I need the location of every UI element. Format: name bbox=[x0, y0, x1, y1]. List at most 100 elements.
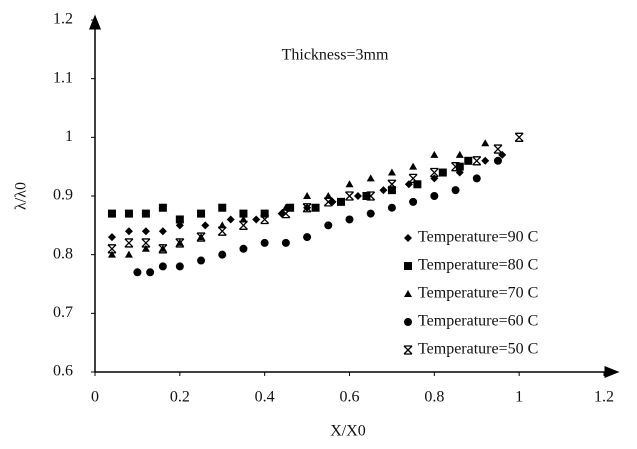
point bbox=[328, 197, 337, 206]
point bbox=[197, 256, 206, 265]
legend-marker bbox=[403, 345, 413, 355]
point bbox=[438, 168, 447, 177]
point bbox=[124, 250, 133, 258]
y-tick-label: 1.1 bbox=[53, 69, 73, 86]
point bbox=[379, 186, 388, 195]
point bbox=[107, 250, 116, 258]
point bbox=[362, 192, 371, 200]
point bbox=[303, 233, 312, 242]
point bbox=[430, 192, 439, 200]
point bbox=[175, 238, 185, 248]
point bbox=[281, 208, 291, 219]
point bbox=[107, 244, 117, 254]
point bbox=[387, 168, 396, 176]
point bbox=[158, 203, 167, 212]
point bbox=[260, 214, 270, 225]
point bbox=[218, 250, 227, 259]
point bbox=[107, 233, 116, 242]
point bbox=[217, 226, 227, 236]
x-tick-label: 0.4 bbox=[255, 389, 275, 406]
point bbox=[413, 180, 422, 189]
point bbox=[281, 238, 290, 247]
point bbox=[196, 232, 206, 242]
point bbox=[158, 227, 167, 236]
chart-title: Thickness=3mm bbox=[282, 47, 389, 64]
point bbox=[303, 192, 312, 199]
point bbox=[451, 162, 461, 172]
point bbox=[409, 197, 418, 206]
y-axis-label: λ/λ0 bbox=[13, 182, 30, 210]
point bbox=[481, 156, 490, 165]
y-tick-label: 0.6 bbox=[53, 363, 73, 380]
point bbox=[387, 203, 396, 212]
y-tick-label: 0.7 bbox=[53, 304, 73, 321]
legend-label: Temperature=60 C bbox=[418, 313, 538, 330]
y-tick-label: 0.8 bbox=[53, 245, 73, 262]
point bbox=[387, 186, 396, 195]
point bbox=[141, 244, 150, 252]
point bbox=[481, 139, 490, 147]
point bbox=[353, 192, 362, 200]
x-tick-label: 0 bbox=[91, 389, 99, 406]
point bbox=[239, 209, 248, 218]
point bbox=[337, 197, 346, 206]
point bbox=[124, 209, 133, 218]
point bbox=[124, 238, 134, 248]
point bbox=[158, 244, 168, 254]
x-tick-label: 1.2 bbox=[594, 389, 614, 406]
point bbox=[472, 156, 482, 166]
point bbox=[366, 209, 375, 218]
point bbox=[252, 215, 261, 224]
legend-marker bbox=[404, 290, 412, 297]
point bbox=[286, 203, 295, 212]
legend-marker bbox=[404, 234, 412, 242]
legend-marker bbox=[404, 318, 412, 326]
point bbox=[366, 191, 376, 201]
point bbox=[366, 174, 375, 182]
point bbox=[146, 268, 155, 277]
point bbox=[455, 162, 464, 171]
point bbox=[238, 220, 248, 230]
point bbox=[141, 209, 150, 218]
point bbox=[141, 227, 150, 236]
point bbox=[455, 150, 464, 158]
x-axis-label: X/X0 bbox=[330, 423, 366, 440]
point bbox=[226, 215, 235, 224]
point bbox=[175, 262, 184, 271]
point bbox=[472, 174, 481, 183]
point bbox=[387, 179, 397, 189]
y-tick-label: 1.2 bbox=[53, 11, 73, 28]
legend-label: Temperature=90 C bbox=[418, 229, 538, 246]
legend-label: Temperature=70 C bbox=[418, 285, 538, 302]
point bbox=[277, 209, 286, 218]
y-tick-label: 1 bbox=[65, 128, 73, 145]
point bbox=[260, 238, 269, 247]
point bbox=[239, 244, 248, 253]
point bbox=[107, 209, 116, 218]
point bbox=[141, 238, 151, 248]
point bbox=[324, 221, 333, 230]
point bbox=[345, 191, 354, 201]
point bbox=[429, 167, 439, 178]
y-tick-label: 0.9 bbox=[53, 187, 73, 204]
point bbox=[218, 203, 227, 212]
point bbox=[201, 221, 210, 230]
legend-label: Temperature=50 C bbox=[418, 341, 538, 358]
point bbox=[404, 180, 413, 189]
point bbox=[493, 144, 503, 154]
point bbox=[514, 132, 524, 142]
point bbox=[409, 162, 418, 170]
point bbox=[345, 180, 354, 188]
point bbox=[464, 156, 473, 165]
point bbox=[175, 215, 184, 224]
x-tick-label: 0.8 bbox=[424, 389, 444, 406]
point bbox=[345, 215, 354, 224]
point bbox=[493, 156, 502, 165]
x-tick-label: 0.2 bbox=[170, 389, 190, 406]
point bbox=[311, 203, 320, 212]
point bbox=[323, 197, 333, 207]
point bbox=[133, 268, 142, 277]
point bbox=[451, 186, 460, 195]
point bbox=[158, 262, 167, 271]
